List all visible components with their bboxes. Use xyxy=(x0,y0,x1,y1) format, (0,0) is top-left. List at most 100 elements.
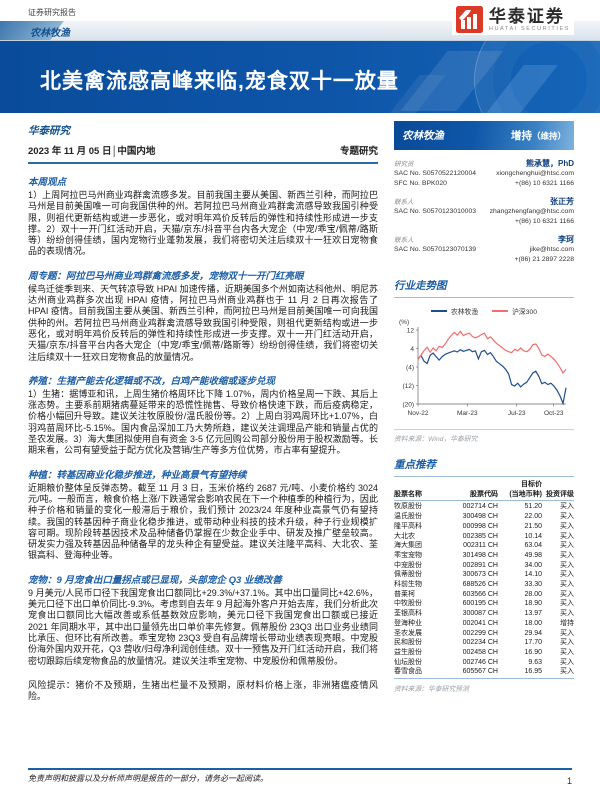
report-date: 2023 年 11 月 05 日│中国内地 xyxy=(28,146,156,157)
risk-note: 风险提示：猪价不及预期，生猪出栏量不及预期，原材料价格上涨，非洲猪瘟疫情风险。 xyxy=(28,679,378,702)
analyst-detail-row: SAC No. S0570522120004 xiongchenghui@htsc… xyxy=(394,169,574,179)
table-source: 资料来源：华泰研究预测 xyxy=(394,686,469,694)
stock-target-price: 49.98 xyxy=(524,551,542,559)
table-header-name: 股票名称 xyxy=(394,490,422,498)
stock-code: 002891 CH xyxy=(462,561,498,569)
stock-rating: 买入 xyxy=(560,542,574,550)
svg-text:12: 12 xyxy=(407,327,415,334)
table-row: 中牧股份 600195 CH 18.90 买入 xyxy=(394,599,574,609)
research-label: 华泰研究 xyxy=(28,125,70,137)
analyst-id: SAC No. S0570123010003 xyxy=(394,208,477,215)
stock-code: 000998 CH xyxy=(462,522,498,530)
report-type-label: 证券研究报告 xyxy=(28,8,76,17)
series-农林牧渔 xyxy=(417,348,567,406)
table-row: 中宠股份 002891 CH 34.00 买入 xyxy=(394,561,574,571)
analyst-contact: +(86) 10 6321 1166 xyxy=(514,179,574,187)
stock-rating: 买入 xyxy=(560,639,574,647)
report-section: 周专题：阿拉巴马州商业鸡群禽流感多发，宠物双十一开门红亮眼 候鸟迁徙季到来、天气转… xyxy=(28,268,378,363)
analyst-contact: zhangzhengfang@htsc.com xyxy=(489,208,574,215)
stock-code: 002385 CH xyxy=(462,532,498,540)
legend-swatch xyxy=(492,310,509,312)
analyst-title-row: 研究员 熊承慧，PhD xyxy=(394,158,574,169)
stock-code: 002311 CH xyxy=(463,542,498,550)
stock-target-price: 51.20 xyxy=(524,503,542,511)
stock-name: 科前生物 xyxy=(394,581,422,589)
report-section: 本周观点 1）上周阿拉巴马州商业鸡群禽流感多发。目前我国主要从美国、新西兰引种，而… xyxy=(28,174,378,258)
industry-chart-title: 行业走势图 xyxy=(394,278,574,298)
legend-label: 农林牧渔 xyxy=(450,309,479,316)
table-header-rating: 投资评级 xyxy=(546,490,574,498)
stock-target-price: 10.14 xyxy=(524,532,542,540)
stock-target-price: 33.30 xyxy=(524,581,542,589)
stock-name: 大北农 xyxy=(394,532,415,540)
table-row: 温氏股份 300498 CH 22.00 买入 xyxy=(394,512,574,522)
svg-text:(12): (12) xyxy=(402,383,414,390)
title-banner: 北美禽流感高峰来临,宠食双十一放量 xyxy=(0,41,600,113)
industry-trend-chart: (%) 12 4 (4) (12) (20) Nov-22 Mar-23 Jul-23 Oct-2… xyxy=(394,316,574,425)
svg-text:Mar-23: Mar-23 xyxy=(457,410,478,417)
disclaimer-note: 免责声明和披露以及分析师声明是报告的一部分，请务必一起阅读。 xyxy=(28,774,268,783)
recommend-title: 重点推荐 xyxy=(394,457,574,477)
svg-text:Oct-23: Oct-23 xyxy=(544,410,564,417)
huatai-logo-icon xyxy=(455,6,483,33)
stock-code: 300087 CH xyxy=(462,610,498,618)
section-heading: 宠物：9 月宠食出口量拐点或已显现，头部宠企 Q3 业绩改善 xyxy=(28,574,282,586)
stock-target-price: 14.10 xyxy=(524,571,542,579)
stock-target-price: 22.00 xyxy=(524,513,542,521)
analyst-contact: +(86) 21 2897 2228 xyxy=(514,255,574,263)
stock-code: 002234 CH xyxy=(462,639,498,647)
stock-rating: 买入 xyxy=(560,503,574,511)
analyst-detail-row: SAC No. S0570123010003 zhangzhengfang@hts… xyxy=(394,207,574,217)
recommend-table: 牧原股份 002714 CH 51.20 买入 温氏股份 300498 CH 22.00 买入… xyxy=(394,502,574,680)
analyst-title-row: 联系人 李珂 xyxy=(394,234,574,245)
stock-rating: 买入 xyxy=(560,551,574,559)
legend-item: 农林牧渔 xyxy=(430,306,479,316)
rating-suffix: （维持） xyxy=(531,131,566,141)
stock-rating: 买入 xyxy=(560,658,574,666)
stock-rating: 买入 xyxy=(560,561,574,569)
analyst-contact: +(86) 10 6321 1166 xyxy=(514,217,574,225)
rating-header: 农林牧渔 增持（维持） xyxy=(394,121,574,150)
table-row: 荃银高科 300087 CH 13.97 买入 xyxy=(394,609,574,619)
stock-name: 登海种业 xyxy=(394,619,422,627)
stock-code: 600195 CH xyxy=(462,600,498,608)
stock-target-price: 17.70 xyxy=(524,639,542,647)
stock-code: 688526 CH xyxy=(462,581,498,589)
stock-rating: 买入 xyxy=(560,522,574,530)
stock-name: 牧原股份 xyxy=(394,503,422,511)
table-row: 牧原股份 002714 CH 51.20 买入 xyxy=(394,502,574,512)
table-row: 登海种业 002041 CH 18.00 增持 xyxy=(394,619,574,629)
section-body: 候鸟迁徙季到来、天气转凉导致 HPAI 加速传播，近期美国多个州如南达科他州、明… xyxy=(28,283,378,362)
report-title: 北美禽流感高峰来临,宠食双十一放量 xyxy=(40,70,399,93)
section-heading: 种植：转基因商业化稳步推进，种业高景气有望持续 xyxy=(28,469,247,481)
stock-name: 春雪食品 xyxy=(394,668,422,676)
report-section: 宠物：9 月宠食出口量拐点或已显现，头部宠企 Q3 业绩改善 9 月美元/人民币口… xyxy=(28,572,378,667)
stock-code: 300673 CH xyxy=(462,571,498,579)
svg-text:Nov-22: Nov-22 xyxy=(408,410,429,417)
table-row: 大北农 002385 CH 10.14 买入 xyxy=(394,532,574,542)
brand-name-en: HUATAI SECURITIES xyxy=(488,25,570,32)
table-row: 春雪食品 605567 CH 16.95 买入 xyxy=(394,667,574,677)
chart-legend: 农林牧渔 沪深300 xyxy=(394,306,574,316)
stock-target-price: 29.94 xyxy=(524,629,542,637)
analyst-block: 联系人 张正芳 SAC No. S0570123010003 zhangzhengfa… xyxy=(394,196,574,226)
stock-target-price: 13.97 xyxy=(524,610,542,618)
stock-rating: 买入 xyxy=(560,668,574,676)
stock-name: 乖宝宠物 xyxy=(394,551,422,559)
stock-target-price: 34.00 xyxy=(524,561,542,569)
stock-rating: 买入 xyxy=(560,581,574,589)
analyst-detail-row: SAC No. S0570123070139 jike@htsc.com xyxy=(394,245,574,255)
stock-name: 隆平高科 xyxy=(394,522,422,530)
analyst-name: 李珂 xyxy=(558,235,574,244)
sidebar-sector: 农林牧渔 xyxy=(402,130,444,142)
rating-value: 增持 xyxy=(510,130,532,142)
analyst-role: 联系人 xyxy=(394,199,414,206)
analyst-detail-row: SFC No. BPK020 +(86) 10 6321 1166 xyxy=(394,179,574,189)
section-body: 1）上周阿拉巴马州商业鸡群禽流感多发。目前我国主要从美国、新西兰引种，而阿拉巴马… xyxy=(28,190,378,257)
analyst-name: 张正芳 xyxy=(550,197,574,206)
brand-logo: 华泰证券 HUATAI SECURITIES xyxy=(451,4,574,35)
legend-swatch xyxy=(430,310,447,312)
stock-name: 中宠股份 xyxy=(394,561,422,569)
stock-code: 002458 CH xyxy=(462,648,498,656)
stock-name: 中牧股份 xyxy=(394,600,422,608)
